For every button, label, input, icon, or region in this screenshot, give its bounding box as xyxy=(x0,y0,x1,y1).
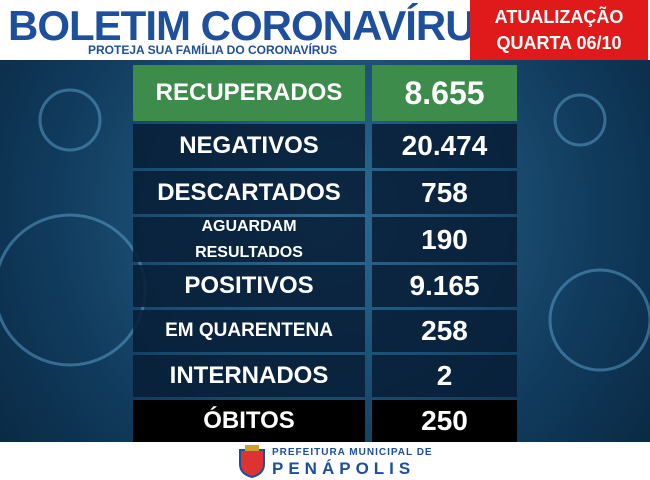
row: ÓBITOS 250 xyxy=(133,400,517,442)
footer-line1: PREFEITURA MUNICIPAL DE xyxy=(272,447,433,458)
value: 8.655 xyxy=(372,65,517,121)
update-date: QUARTA 06/10 xyxy=(496,33,622,53)
row: RECUPERADOS 8.655 xyxy=(133,65,517,121)
row: EM QUARENTENA 258 xyxy=(133,310,517,352)
label: POSITIVOS xyxy=(133,265,365,307)
label: RECUPERADOS xyxy=(133,65,365,121)
footer-line2: PENÁPOLIS xyxy=(272,459,416,478)
label: DESCARTADOS xyxy=(133,171,365,214)
label: INTERNADOS xyxy=(133,355,365,397)
value: 250 xyxy=(372,400,517,442)
label: EM QUARENTENA xyxy=(133,310,365,352)
row: INTERNADOS 2 xyxy=(133,355,517,397)
label: AGUARDAM RESULTADOS xyxy=(133,217,365,262)
value: 758 xyxy=(372,171,517,214)
label: NEGATIVOS xyxy=(133,124,365,168)
value: 20.474 xyxy=(372,124,517,168)
value: 190 xyxy=(372,217,517,262)
title: BOLETIM CORONAVÍRUS xyxy=(8,2,503,49)
label: ÓBITOS xyxy=(133,400,365,442)
coat-of-arms xyxy=(239,445,265,478)
row: AGUARDAM RESULTADOS 190 xyxy=(133,217,517,262)
footer xyxy=(0,442,650,480)
update-label: ATUALIZAÇÃO xyxy=(494,7,624,27)
value: 258 xyxy=(372,310,517,352)
row: DESCARTADOS 758 xyxy=(133,171,517,214)
row: NEGATIVOS 20.474 xyxy=(133,124,517,168)
value: 9.165 xyxy=(372,265,517,307)
value: 2 xyxy=(372,355,517,397)
update-box: ATUALIZAÇÃO QUARTA 06/10 xyxy=(470,0,648,60)
row: POSITIVOS 9.165 xyxy=(133,265,517,307)
subtitle: PROTEJA SUA FAMÍLIA DO CORONAVÍRUS xyxy=(88,43,338,57)
